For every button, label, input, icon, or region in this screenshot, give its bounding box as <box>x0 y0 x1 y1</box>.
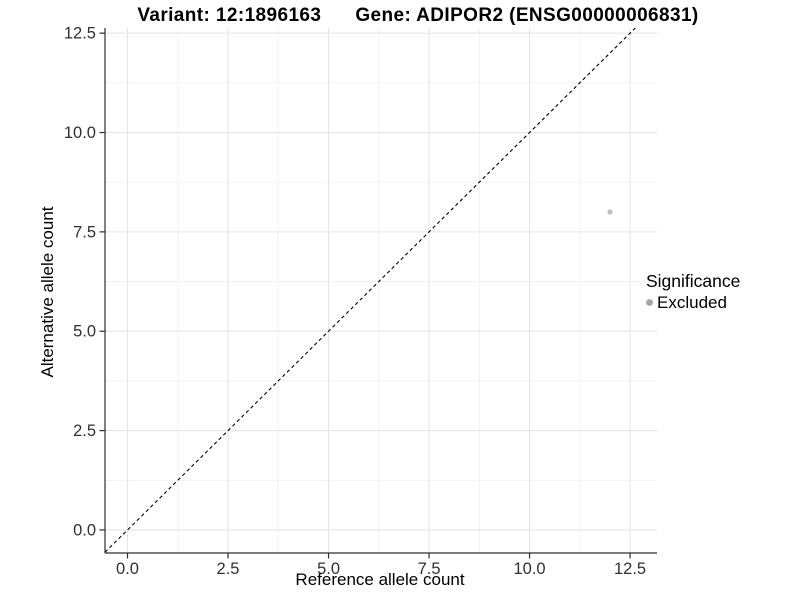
legend-title: Significance <box>646 271 741 291</box>
plot-title: Variant: 12:1896163 Gene: ADIPOR2 (ENSG0… <box>0 5 800 27</box>
x-tick-label: 5.0 <box>317 560 340 578</box>
x-axis-title: Reference allele count <box>295 570 465 589</box>
plot-title-gene: Gene: ADIPOR2 (ENSG00000006831) <box>355 5 699 26</box>
legend-item-label: Excluded <box>657 293 727 312</box>
y-axis-title: Alternative allele count <box>38 206 57 378</box>
legend: Significance Excluded <box>646 271 740 312</box>
x-tick-label: 0.0 <box>116 560 139 578</box>
data-point <box>607 209 613 215</box>
legend-item-excluded: Excluded <box>646 293 740 312</box>
y-tick-label: 12.5 <box>64 25 96 43</box>
legend-key-dot <box>646 299 653 306</box>
identity-dashed-line <box>104 27 636 553</box>
y-tick-label: 0.0 <box>73 521 96 539</box>
y-tick-label: 10.0 <box>64 124 96 142</box>
plot-title-variant: Variant: 12:1896163 <box>137 5 322 26</box>
x-tick-label: 7.5 <box>418 560 441 578</box>
x-tick-label: 2.5 <box>217 560 240 578</box>
y-tick-label: 7.5 <box>73 223 96 241</box>
x-tick-label: 12.5 <box>614 560 646 578</box>
y-tick-label: 2.5 <box>73 422 96 440</box>
x-tick-label: 10.0 <box>513 560 545 578</box>
y-tick-label: 5.0 <box>73 323 96 341</box>
